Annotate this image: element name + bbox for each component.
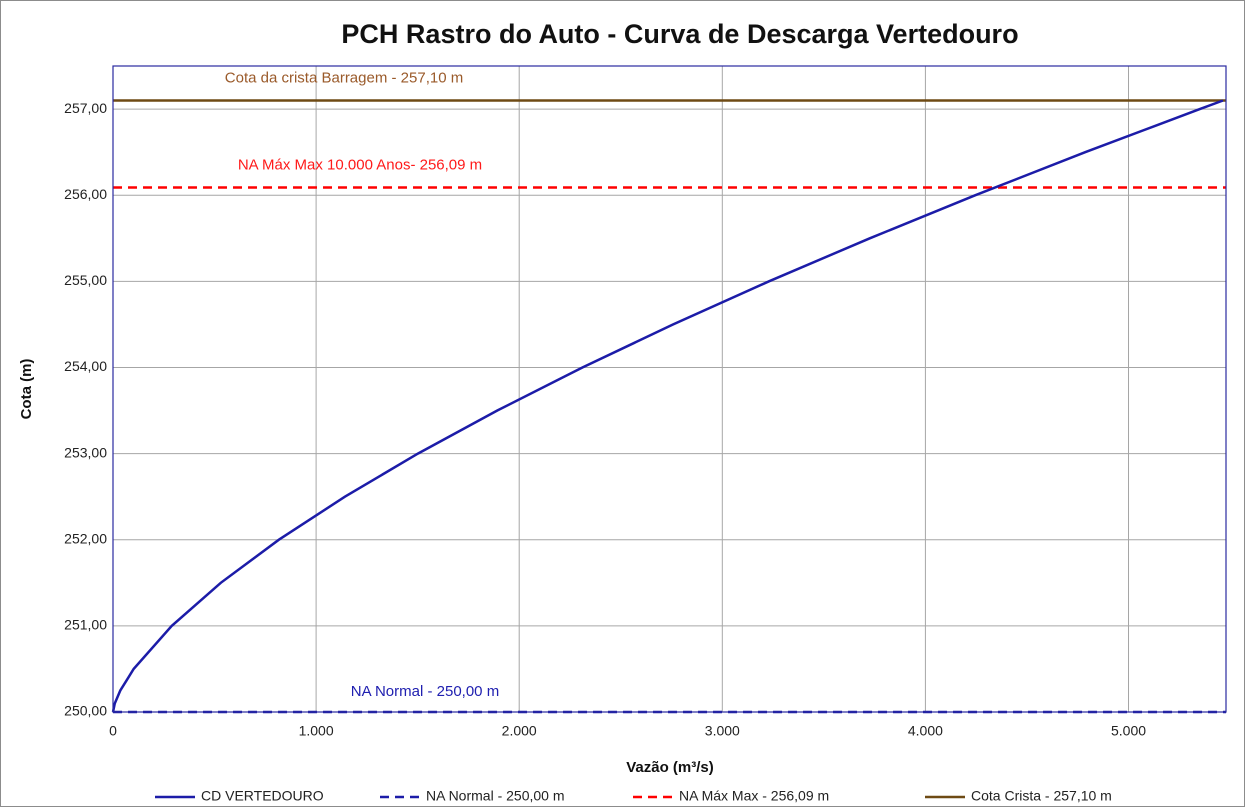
plot-border — [112, 65, 1227, 713]
x-tick-label: 5.000 — [1111, 723, 1146, 739]
x-tick-label: 2.000 — [502, 723, 537, 739]
reference-annotation: NA Normal - 250,00 m — [351, 683, 499, 700]
x-tick-label: 0 — [109, 723, 117, 739]
y-axis-label: Cota (m) — [18, 359, 35, 420]
y-tick-label: 254,00 — [64, 358, 107, 374]
legend-label: Cota Crista - 257,10 m — [971, 788, 1112, 804]
legend-label: CD VERTEDOURO — [201, 788, 324, 804]
y-tick-label: 250,00 — [64, 703, 107, 719]
x-tick-label: 3.000 — [705, 723, 740, 739]
y-tick-label: 255,00 — [64, 272, 107, 288]
x-tick-label: 4.000 — [908, 723, 943, 739]
x-tick-label: 1.000 — [299, 723, 334, 739]
y-tick-label: 252,00 — [64, 530, 107, 546]
legend-label: NA Normal - 250,00 m — [426, 788, 565, 804]
reference-annotation: Cota da crista Barragem - 257,10 m — [225, 69, 463, 86]
legend-label: NA Máx Max - 256,09 m — [679, 788, 829, 804]
data-line — [111, 99, 1224, 713]
y-tick-label: 256,00 — [64, 186, 107, 202]
y-tick-label: 251,00 — [64, 617, 107, 633]
y-tick-label: 253,00 — [64, 444, 107, 460]
chart-title: PCH Rastro do Auto - Curva de Descarga V… — [341, 19, 1018, 49]
x-axis-label: Vazão (m³/s) — [626, 759, 714, 776]
y-tick-label: 257,00 — [64, 100, 107, 116]
reference-annotation: NA Máx Max 10.000 Anos- 256,09 m — [238, 156, 482, 173]
